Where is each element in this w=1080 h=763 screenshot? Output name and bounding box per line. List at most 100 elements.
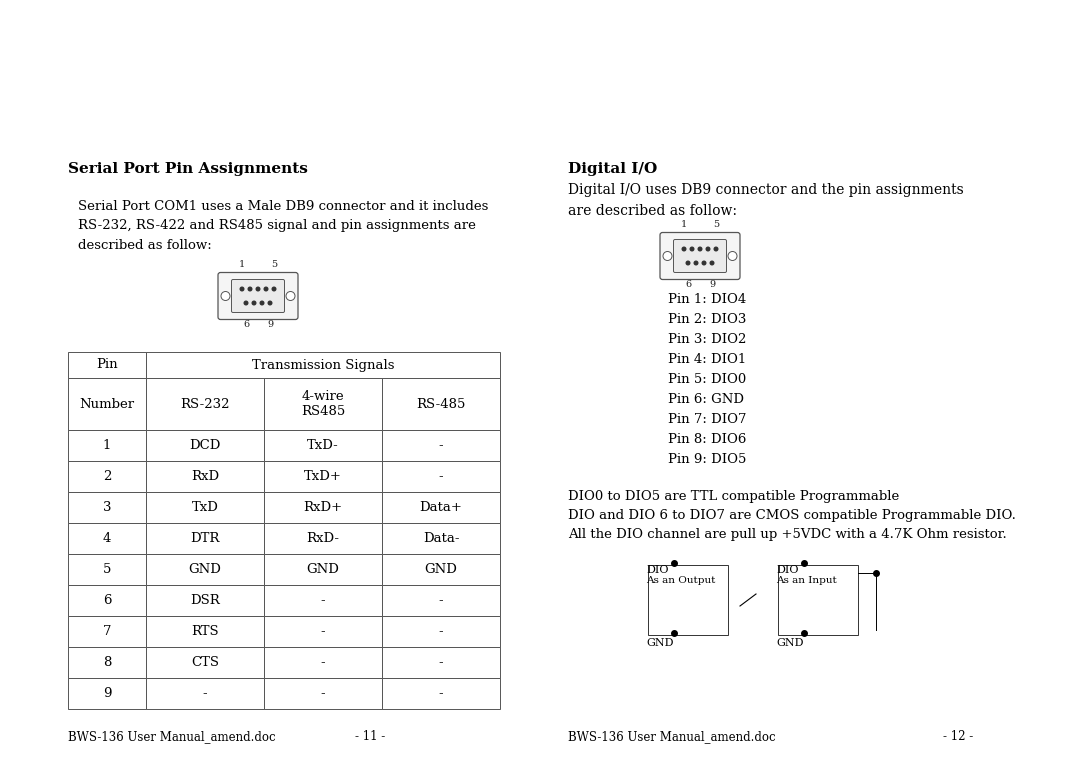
FancyBboxPatch shape xyxy=(218,272,298,320)
Bar xyxy=(68,616,146,647)
Circle shape xyxy=(221,291,230,301)
Circle shape xyxy=(663,252,672,260)
Bar xyxy=(264,461,382,492)
Text: Pin 4: DIO1: Pin 4: DIO1 xyxy=(669,353,746,366)
Bar xyxy=(264,492,382,523)
Text: -: - xyxy=(321,687,325,700)
FancyBboxPatch shape xyxy=(660,233,740,279)
Bar xyxy=(68,678,146,709)
Circle shape xyxy=(683,247,686,251)
Text: Digital I/O: Digital I/O xyxy=(568,162,658,176)
Bar xyxy=(382,554,500,585)
Text: RS-485: RS-485 xyxy=(416,398,465,410)
Circle shape xyxy=(702,261,706,265)
Text: GND: GND xyxy=(307,563,339,576)
Bar xyxy=(382,678,500,709)
Text: 9: 9 xyxy=(708,280,715,289)
Text: Data+: Data+ xyxy=(419,501,462,514)
Text: TxD+: TxD+ xyxy=(305,470,342,483)
Bar xyxy=(264,647,382,678)
Text: RS-232: RS-232 xyxy=(180,398,230,410)
Text: 5: 5 xyxy=(713,220,719,229)
Bar xyxy=(778,565,858,635)
Text: -: - xyxy=(438,594,443,607)
Circle shape xyxy=(714,247,718,251)
Bar xyxy=(68,492,146,523)
Circle shape xyxy=(240,287,244,291)
Bar xyxy=(264,678,382,709)
Bar xyxy=(382,647,500,678)
Bar xyxy=(146,461,264,492)
Circle shape xyxy=(698,247,702,251)
Text: DSR: DSR xyxy=(190,594,220,607)
Bar xyxy=(68,523,146,554)
Text: DIO: DIO xyxy=(777,565,798,575)
Bar xyxy=(382,585,500,616)
Text: All the DIO channel are pull up +5VDC with a 4.7K Ohm resistor.: All the DIO channel are pull up +5VDC wi… xyxy=(568,528,1007,541)
Bar xyxy=(264,523,382,554)
Bar xyxy=(382,492,500,523)
Text: DIO: DIO xyxy=(646,565,669,575)
Bar xyxy=(68,647,146,678)
Bar xyxy=(68,430,146,461)
Text: As an Input: As an Input xyxy=(777,576,837,585)
Text: Pin 8: DIO6: Pin 8: DIO6 xyxy=(669,433,746,446)
Text: 2: 2 xyxy=(103,470,111,483)
Text: RxD+: RxD+ xyxy=(303,501,342,514)
Text: DCD: DCD xyxy=(189,439,220,452)
Text: Pin 2: DIO3: Pin 2: DIO3 xyxy=(669,313,746,326)
Text: 3: 3 xyxy=(103,501,111,514)
Bar xyxy=(146,523,264,554)
Text: -: - xyxy=(438,687,443,700)
Text: TxD: TxD xyxy=(191,501,218,514)
Text: BWS-136 User Manual_amend.doc: BWS-136 User Manual_amend.doc xyxy=(68,730,275,743)
Text: -: - xyxy=(203,687,207,700)
Text: BWS-136 User Manual_amend.doc: BWS-136 User Manual_amend.doc xyxy=(568,730,775,743)
Text: DIO and DIO 6 to DIO7 are CMOS compatible Programmable DIO.: DIO and DIO 6 to DIO7 are CMOS compatibl… xyxy=(568,509,1016,522)
FancyBboxPatch shape xyxy=(231,279,284,313)
Text: Serial Port Pin Assignments: Serial Port Pin Assignments xyxy=(68,162,308,176)
Text: Data-: Data- xyxy=(422,532,459,545)
Bar xyxy=(146,378,264,430)
Text: Serial Port COM1 uses a Male DB9 connector and it includes
RS-232, RS-422 and RS: Serial Port COM1 uses a Male DB9 connect… xyxy=(78,200,488,252)
Text: 4: 4 xyxy=(103,532,111,545)
Text: 6: 6 xyxy=(103,594,111,607)
Circle shape xyxy=(728,252,737,260)
Bar xyxy=(382,461,500,492)
FancyBboxPatch shape xyxy=(674,240,727,272)
Text: RxD: RxD xyxy=(191,470,219,483)
Bar xyxy=(264,616,382,647)
Circle shape xyxy=(272,287,275,291)
Bar xyxy=(146,647,264,678)
Text: -: - xyxy=(438,625,443,638)
Circle shape xyxy=(265,287,268,291)
Text: As an Output: As an Output xyxy=(646,576,715,585)
Circle shape xyxy=(260,301,264,304)
Bar xyxy=(382,523,500,554)
Text: RTS: RTS xyxy=(191,625,219,638)
Text: -: - xyxy=(438,656,443,669)
Text: DIO0 to DIO5 are TTL compatible Programmable: DIO0 to DIO5 are TTL compatible Programm… xyxy=(568,490,900,503)
Text: Pin 1: DIO4: Pin 1: DIO4 xyxy=(669,293,746,306)
Text: -: - xyxy=(321,625,325,638)
Text: - 11 -: - 11 - xyxy=(355,730,386,743)
Circle shape xyxy=(694,261,698,265)
Circle shape xyxy=(286,291,295,301)
Text: -: - xyxy=(438,470,443,483)
Text: 4-wire
RS485: 4-wire RS485 xyxy=(301,390,346,418)
Text: CTS: CTS xyxy=(191,656,219,669)
Text: 6: 6 xyxy=(685,280,691,289)
Text: 5: 5 xyxy=(271,260,278,269)
Text: 9: 9 xyxy=(267,320,273,329)
Circle shape xyxy=(690,247,693,251)
Bar xyxy=(68,461,146,492)
Bar xyxy=(146,352,500,378)
Text: Number: Number xyxy=(80,398,135,410)
Bar xyxy=(68,352,146,378)
Text: DTR: DTR xyxy=(190,532,219,545)
Circle shape xyxy=(248,287,252,291)
Text: Pin 5: DIO0: Pin 5: DIO0 xyxy=(669,373,746,386)
Text: 6: 6 xyxy=(243,320,249,329)
Text: Pin 3: DIO2: Pin 3: DIO2 xyxy=(669,333,746,346)
Circle shape xyxy=(253,301,256,304)
